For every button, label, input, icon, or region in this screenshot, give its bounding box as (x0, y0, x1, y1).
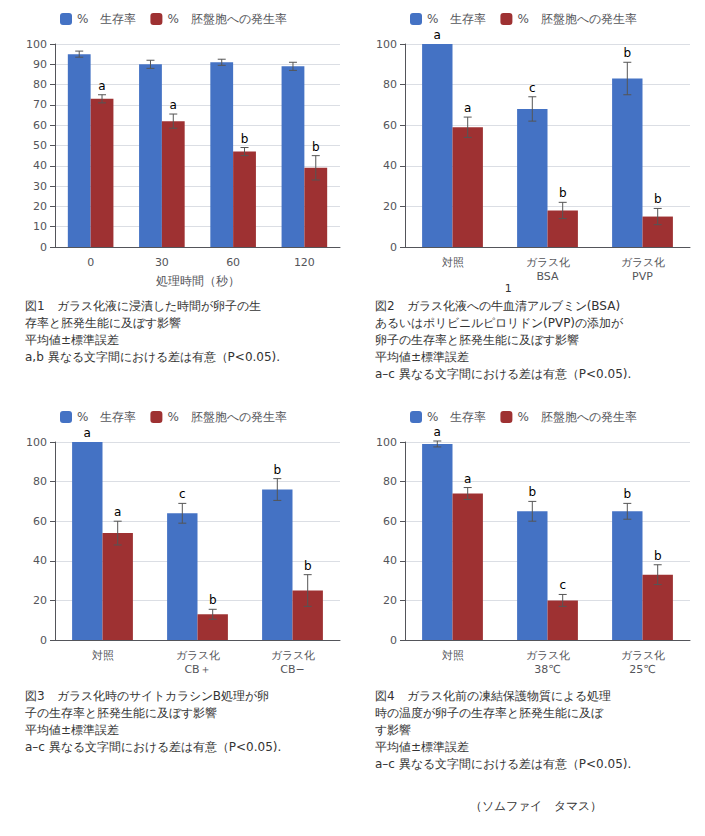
svg-text:40: 40 (383, 159, 397, 172)
svg-text:38℃: 38℃ (534, 663, 560, 676)
svg-text:100: 100 (26, 436, 47, 449)
svg-text:60: 60 (383, 515, 397, 528)
svg-text:BSA: BSA (536, 270, 559, 283)
svg-text:80: 80 (383, 475, 397, 488)
svg-text:60: 60 (33, 515, 47, 528)
svg-text:図2 ガラス化液への牛血清アルブミン(BSA): 図2 ガラス化液への牛血清アルブミン(BSA) (375, 299, 620, 313)
svg-text:b: b (273, 463, 281, 477)
svg-text:a,b 異なる文字間における差は有意（P<0.05).: a,b 異なる文字間における差は有意（P<0.05). (25, 350, 280, 364)
svg-text:30: 30 (155, 256, 169, 269)
svg-text:% 胚盤胞への発生率: % 胚盤胞への発生率 (517, 12, 636, 26)
svg-text:c: c (559, 578, 566, 592)
svg-text:b: b (654, 549, 662, 563)
svg-text:b: b (623, 46, 631, 60)
svg-text:70: 70 (33, 98, 47, 111)
svg-text:a–c 異なる文字間における差は有意（P<0.05).: a–c 異なる文字間における差は有意（P<0.05). (25, 740, 281, 754)
svg-text:% 生存率: % 生存率 (77, 12, 136, 26)
svg-text:20: 20 (383, 594, 397, 607)
svg-text:0: 0 (390, 634, 397, 647)
svg-text:100: 100 (26, 38, 47, 51)
svg-text:a: a (434, 28, 441, 42)
svg-text:平均値±標準誤差: 平均値±標準誤差 (25, 723, 119, 737)
svg-text:図4 ガラス化前の凍結保護物質による処理: 図4 ガラス化前の凍結保護物質による処理 (375, 689, 611, 703)
svg-text:0: 0 (390, 241, 397, 254)
svg-text:a–c 異なる文字間における差は有意（P<0.05).: a–c 異なる文字間における差は有意（P<0.05). (375, 367, 631, 381)
svg-text:120: 120 (294, 256, 315, 269)
svg-text:対照: 対照 (442, 256, 464, 269)
svg-text:25℃: 25℃ (629, 663, 655, 676)
svg-text:1: 1 (505, 282, 512, 295)
svg-text:b: b (654, 192, 662, 206)
svg-text:ガラス化: ガラス化 (526, 649, 570, 662)
svg-text:90: 90 (33, 58, 47, 71)
svg-text:10: 10 (33, 220, 47, 233)
svg-text:% 生存率: % 生存率 (427, 12, 486, 26)
svg-text:b: b (241, 132, 249, 146)
svg-text:30: 30 (33, 180, 47, 193)
svg-text:図1 ガラス化液に浸漬した時間が卵子の生: 図1 ガラス化液に浸漬した時間が卵子の生 (25, 299, 261, 313)
svg-text:a–c 異なる文字間における差は有意（P<0.05).: a–c 異なる文字間における差は有意（P<0.05). (375, 757, 631, 771)
svg-text:a: a (98, 79, 105, 93)
svg-text:図3 ガラス化時のサイトカラシンB処理が卵: 図3 ガラス化時のサイトカラシンB処理が卵 (25, 689, 269, 703)
svg-text:40: 40 (383, 554, 397, 567)
svg-text:a: a (114, 505, 121, 519)
svg-text:60: 60 (226, 256, 240, 269)
svg-text:b: b (528, 485, 536, 499)
svg-text:20: 20 (33, 200, 47, 213)
svg-text:0: 0 (87, 256, 94, 269)
svg-text:% 胚盤胞への発生率: % 胚盤胞への発生率 (167, 410, 286, 424)
svg-text:b: b (312, 140, 320, 154)
svg-text:% 生存率: % 生存率 (427, 410, 486, 424)
svg-text:% 生存率: % 生存率 (77, 410, 136, 424)
svg-text:a: a (170, 98, 177, 112)
svg-text:0: 0 (40, 241, 47, 254)
svg-text:時の温度が卵子の生存率と胚発生能に及ぼ: 時の温度が卵子の生存率と胚発生能に及ぼ (375, 706, 604, 720)
svg-text:あるいはポリビニルピロリドン(PVP)の添加が: あるいはポリビニルピロリドン(PVP)の添加が (375, 316, 624, 330)
svg-text:20: 20 (33, 594, 47, 607)
svg-text:40: 40 (33, 159, 47, 172)
svg-text:す影響: す影響 (375, 723, 411, 737)
svg-text:60: 60 (33, 119, 47, 132)
svg-text:80: 80 (33, 78, 47, 91)
svg-text:80: 80 (383, 78, 397, 91)
svg-text:存率と胚発生能に及ぼす影響: 存率と胚発生能に及ぼす影響 (25, 316, 181, 330)
svg-text:平均値±標準誤差: 平均値±標準誤差 (375, 740, 469, 754)
svg-text:80: 80 (33, 475, 47, 488)
svg-text:50: 50 (33, 139, 47, 152)
svg-text:c: c (529, 81, 536, 95)
svg-text:100: 100 (376, 436, 397, 449)
svg-text:a: a (434, 425, 441, 439)
svg-text:平均値±標準誤差: 平均値±標準誤差 (375, 350, 469, 364)
svg-text:子の生存率と胚発生能に及ぼす影響: 子の生存率と胚発生能に及ぼす影響 (25, 706, 217, 720)
svg-text:（ソムファイ タマス）: （ソムファイ タマス） (470, 799, 602, 813)
svg-text:b: b (559, 186, 567, 200)
svg-text:平均値±標準誤差: 平均値±標準誤差 (25, 333, 119, 347)
svg-text:b: b (623, 487, 631, 501)
svg-text:処理時間（秒）: 処理時間（秒） (156, 274, 240, 288)
svg-text:CB＋: CB＋ (184, 663, 210, 676)
svg-text:対照: 対照 (442, 649, 464, 662)
svg-text:ガラス化: ガラス化 (621, 649, 665, 662)
svg-text:20: 20 (383, 200, 397, 213)
svg-text:c: c (179, 487, 186, 501)
svg-text:0: 0 (40, 634, 47, 647)
svg-text:a: a (464, 472, 471, 486)
svg-text:a: a (464, 101, 471, 115)
svg-text:40: 40 (33, 554, 47, 567)
svg-text:b: b (304, 559, 312, 573)
svg-text:% 胚盤胞への発生率: % 胚盤胞への発生率 (517, 410, 636, 424)
svg-text:ガラス化: ガラス化 (621, 256, 665, 269)
svg-text:ガラス化: ガラス化 (176, 649, 220, 662)
svg-text:ガラス化: ガラス化 (271, 649, 315, 662)
svg-text:ガラス化: ガラス化 (526, 256, 570, 269)
svg-text:卵子の生存率と胚発生能に及ぼす影響: 卵子の生存率と胚発生能に及ぼす影響 (375, 333, 579, 347)
svg-text:PVP: PVP (632, 270, 653, 283)
svg-text:100: 100 (376, 38, 397, 51)
svg-text:60: 60 (383, 119, 397, 132)
svg-text:b: b (209, 593, 217, 607)
svg-text:CB−: CB− (280, 663, 304, 676)
svg-text:a: a (84, 426, 91, 440)
svg-text:対照: 対照 (92, 649, 114, 662)
svg-text:% 胚盤胞への発生率: % 胚盤胞への発生率 (167, 12, 286, 26)
